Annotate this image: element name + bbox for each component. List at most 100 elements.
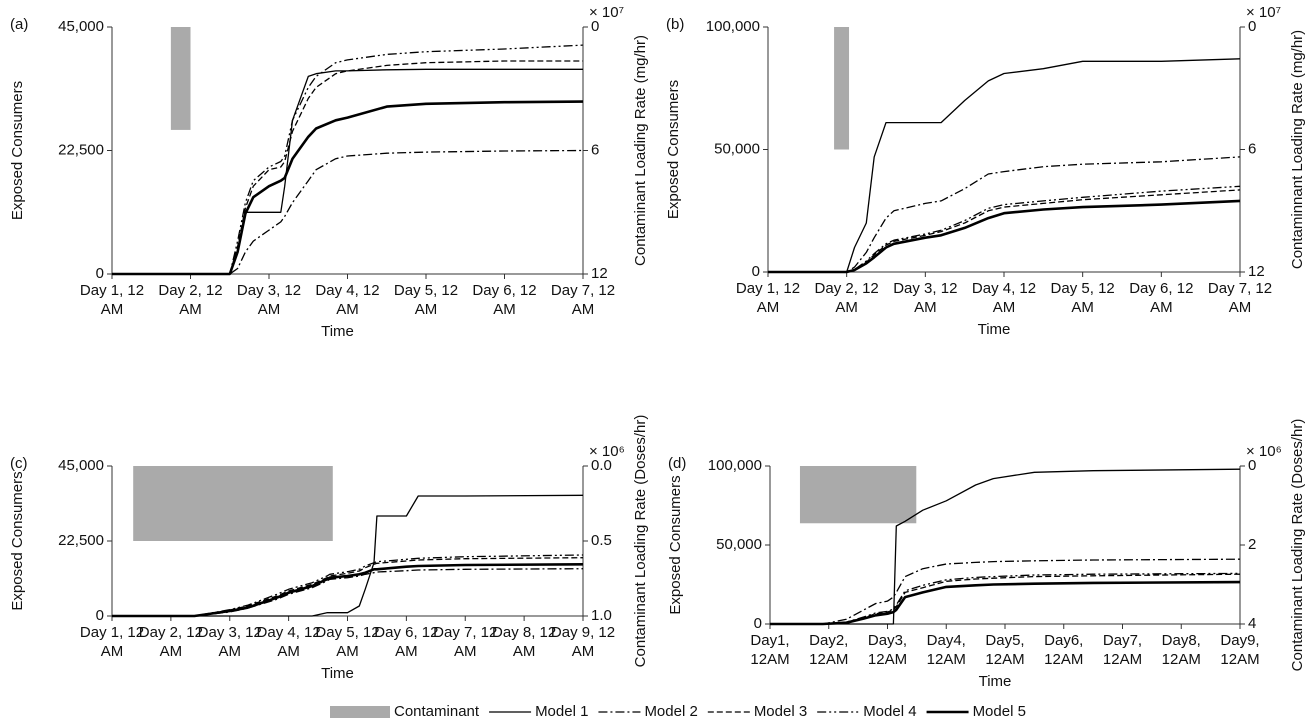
- x-tick-label: Day 2, 12 AM: [158, 282, 223, 318]
- legend-label: Model 4: [863, 703, 916, 720]
- y2-multiplier: × 10⁷: [589, 4, 624, 21]
- x-tick-label: Day6, 12AM: [1044, 632, 1084, 668]
- panel-label: (b): [666, 16, 684, 33]
- y-tick-label: 22,500: [58, 141, 104, 158]
- series-line: [112, 563, 584, 618]
- y-tick-label: 100,000: [708, 457, 762, 474]
- y-tick-label: 100,000: [706, 18, 760, 35]
- y2-multiplier: × 10⁶: [589, 443, 625, 460]
- series-line: [112, 557, 584, 617]
- contaminant-bar: [133, 466, 333, 541]
- y2-axis-title: Contaminant Loading Rate (Doses/hr): [632, 415, 649, 668]
- y2-tick-label: 0.0: [591, 457, 612, 474]
- series-line: [770, 558, 1241, 625]
- x-tick-label: Day 5, 12 AM: [1050, 280, 1115, 316]
- series-line: [768, 199, 1241, 274]
- series-line: [768, 156, 1241, 273]
- panel-label: (c): [10, 455, 28, 472]
- x-tick-label: Day 1, 12 AM: [735, 280, 801, 316]
- y-tick-label: 45,000: [58, 18, 104, 35]
- series-line: [112, 149, 584, 275]
- y-axis-title: Exposed Consumers: [9, 81, 26, 220]
- y-tick-label: 45,000: [58, 457, 104, 474]
- y-tick-label: 50,000: [714, 140, 760, 157]
- x-tick-label: Day 2, 12 AM: [814, 280, 879, 316]
- legend-label: Model 1: [535, 703, 588, 720]
- x-tick-label: Day 6, 12 AM: [374, 624, 439, 660]
- series-line: [112, 568, 584, 617]
- y-axis-title: Exposed Consumers: [667, 475, 684, 614]
- x-tick-label: Day 3, 12 AM: [236, 282, 302, 318]
- series-line: [770, 572, 1241, 625]
- x-axis-title: Time: [321, 665, 354, 682]
- y2-tick-label: 1.0: [591, 607, 612, 624]
- contaminant-bar: [170, 27, 191, 130]
- series-line: [768, 58, 1241, 273]
- x-tick-label: Day 3, 12 AM: [197, 624, 262, 660]
- x-tick-label: Day 3, 12 AM: [893, 280, 958, 316]
- x-tick-label: Day 7, 12 AM: [550, 282, 616, 318]
- contaminant-bar: [799, 466, 917, 524]
- series-line: [112, 100, 584, 276]
- y2-tick-label: 12: [1248, 263, 1265, 280]
- series-line: [770, 468, 1241, 625]
- x-axis-title: Time: [321, 323, 354, 340]
- x-tick-label: Day8, 12AM: [1161, 632, 1201, 668]
- y2-tick-label: 4: [1248, 615, 1256, 632]
- y2-multiplier: × 10⁷: [1246, 4, 1281, 21]
- x-tick-label: Day 5, 12 AM: [393, 282, 459, 318]
- y2-tick-label: 6: [1248, 140, 1256, 157]
- y2-axis-title: Contaminant Loading Rate (mg/hr): [632, 35, 649, 266]
- y-tick-label: 22,500: [58, 532, 104, 549]
- legend-swatch: [330, 706, 390, 718]
- x-tick-label: Day4, 12AM: [926, 632, 966, 668]
- y2-tick-label: 2: [1248, 536, 1256, 553]
- y2-tick-label: 12: [591, 265, 608, 282]
- x-tick-label: Day3, 12AM: [867, 632, 908, 668]
- y-axis-title: Exposed Consumers: [665, 80, 682, 219]
- panel-label: (d): [668, 455, 686, 472]
- x-tick-label: Day 2, 12 AM: [138, 624, 203, 660]
- y2-axis-title: Contaminnant Loading Rate (mg/hr): [1289, 30, 1306, 269]
- y-tick-label: 50,000: [716, 536, 762, 553]
- legend-label: Model 3: [754, 703, 807, 720]
- panel-label: (a): [10, 16, 28, 33]
- y2-multiplier: × 10⁶: [1246, 443, 1282, 460]
- x-tick-label: Day9, 12AM: [1220, 632, 1260, 668]
- y-tick-label: 0: [96, 607, 104, 624]
- series-line: [112, 554, 584, 617]
- y2-tick-label: 0.5: [591, 532, 612, 549]
- x-axis-title: Time: [979, 673, 1012, 690]
- y-tick-label: 0: [752, 263, 760, 280]
- x-tick-label: Day 7, 12 AM: [433, 624, 498, 660]
- legend-label: Contaminant: [394, 703, 480, 720]
- y2-tick-label: 6: [591, 141, 599, 158]
- contaminant-bar: [834, 27, 850, 150]
- x-tick-label: Day 9, 12 AM: [550, 624, 616, 660]
- legend-label: Model 2: [644, 703, 697, 720]
- series-line: [112, 44, 584, 275]
- y2-tick-label: 0: [591, 18, 599, 35]
- y2-tick-label: 0: [1248, 18, 1256, 35]
- y-tick-label: 0: [754, 615, 762, 632]
- y-axis-title: Exposed Consumers: [9, 471, 26, 610]
- series-line: [768, 189, 1241, 273]
- series-line: [768, 185, 1241, 273]
- series-line: [770, 580, 1241, 626]
- y2-axis-title: Contaminant Loading Rate (Doses/hr): [1289, 419, 1306, 672]
- x-tick-label: Day 1, 12 AM: [79, 282, 145, 318]
- x-tick-label: Day 8, 12 AM: [492, 624, 557, 660]
- x-tick-label: Day 5, 12 AM: [315, 624, 380, 660]
- x-tick-label: Day2, 12AM: [809, 632, 849, 668]
- x-tick-label: Day 7, 12 AM: [1207, 280, 1273, 316]
- x-tick-label: Day 6, 12 AM: [472, 282, 537, 318]
- x-tick-label: Day5, 12AM: [985, 632, 1025, 668]
- x-tick-label: Day1, 12AM: [750, 632, 790, 668]
- y-tick-label: 0: [96, 265, 104, 282]
- x-tick-label: Day 4, 12 AM: [315, 282, 380, 318]
- x-tick-label: Day 1, 12 AM: [79, 624, 145, 660]
- x-tick-label: Day 4, 12 AM: [971, 280, 1037, 316]
- series-line: [112, 494, 584, 617]
